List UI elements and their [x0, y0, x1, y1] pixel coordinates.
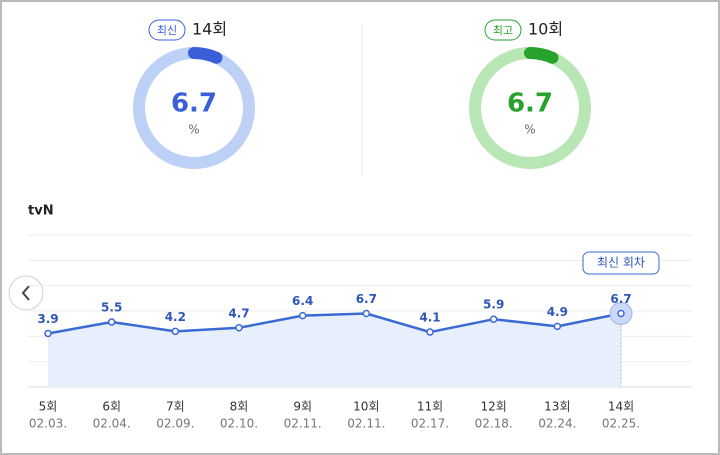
date-label: 02.09.: [156, 417, 194, 431]
episode: 10회: [528, 20, 563, 39]
value-label: 5.5: [101, 301, 122, 315]
episode: 14회: [192, 20, 227, 39]
value-label: 6.7: [610, 292, 631, 306]
date-label: 02.04.: [93, 417, 131, 431]
point: [44, 329, 52, 338]
date-label: 02.11.: [284, 417, 322, 431]
episode-label: 13회: [544, 400, 570, 414]
point: [489, 315, 498, 323]
line: [47, 312, 622, 335]
date-label: 02.24.: [538, 417, 576, 431]
prev-icon[interactable]: [21, 285, 30, 301]
episode-label: 11회: [417, 400, 443, 414]
date-label: 02.17.: [411, 417, 449, 431]
point: [171, 327, 180, 336]
badge-text: 최신: [157, 24, 177, 37]
date-label: 02.10.: [220, 417, 258, 431]
point: [362, 309, 371, 318]
value-label: 5.9: [483, 298, 504, 312]
date-label: 02.11.: [347, 417, 385, 431]
episode-label: 8회: [230, 400, 249, 414]
episode-label: 12회: [481, 400, 507, 414]
gauge-arc: [133, 47, 255, 169]
prev-button[interactable]: [8, 275, 44, 311]
point: [107, 318, 116, 326]
episode-label: 14회: [608, 400, 634, 414]
gauge-arc: [469, 47, 591, 169]
badge-text: 최고: [493, 24, 513, 37]
value-label: 4.7: [228, 306, 249, 320]
gauge-unit: %: [524, 123, 535, 137]
gauge-unit: %: [188, 123, 199, 137]
value-label: 6.7: [356, 292, 377, 306]
point: [298, 311, 307, 320]
value-label: 3.9: [37, 312, 58, 326]
episode-label: 9회: [293, 400, 312, 414]
point: [617, 309, 625, 318]
date-label: 02.18.: [475, 417, 513, 431]
badge: [484, 19, 522, 41]
value-label: 6.4: [292, 294, 313, 308]
area: [48, 313, 621, 387]
point: [553, 322, 562, 331]
point: [235, 324, 243, 332]
gauge-value: 6.7: [171, 89, 217, 119]
episode-label: 7회: [166, 400, 185, 414]
date-label: 02.25.: [602, 417, 640, 431]
annotation: 최신 회차: [597, 256, 645, 270]
value-label: 4.1: [419, 311, 440, 325]
badge: [148, 19, 186, 41]
point: [426, 328, 434, 336]
episode-label: 10회: [353, 400, 379, 414]
value-label: 4.2: [165, 310, 186, 324]
value-label: 4.9: [547, 305, 568, 319]
episode-label: 5회: [39, 400, 58, 414]
channel: tvN: [28, 204, 54, 219]
episode-label: 6회: [102, 400, 121, 414]
annotation-box: [582, 251, 660, 275]
date-label: 02.03.: [29, 417, 67, 431]
gauge-value: 6.7: [507, 89, 553, 119]
prev-button-circle[interactable]: [8, 275, 44, 311]
